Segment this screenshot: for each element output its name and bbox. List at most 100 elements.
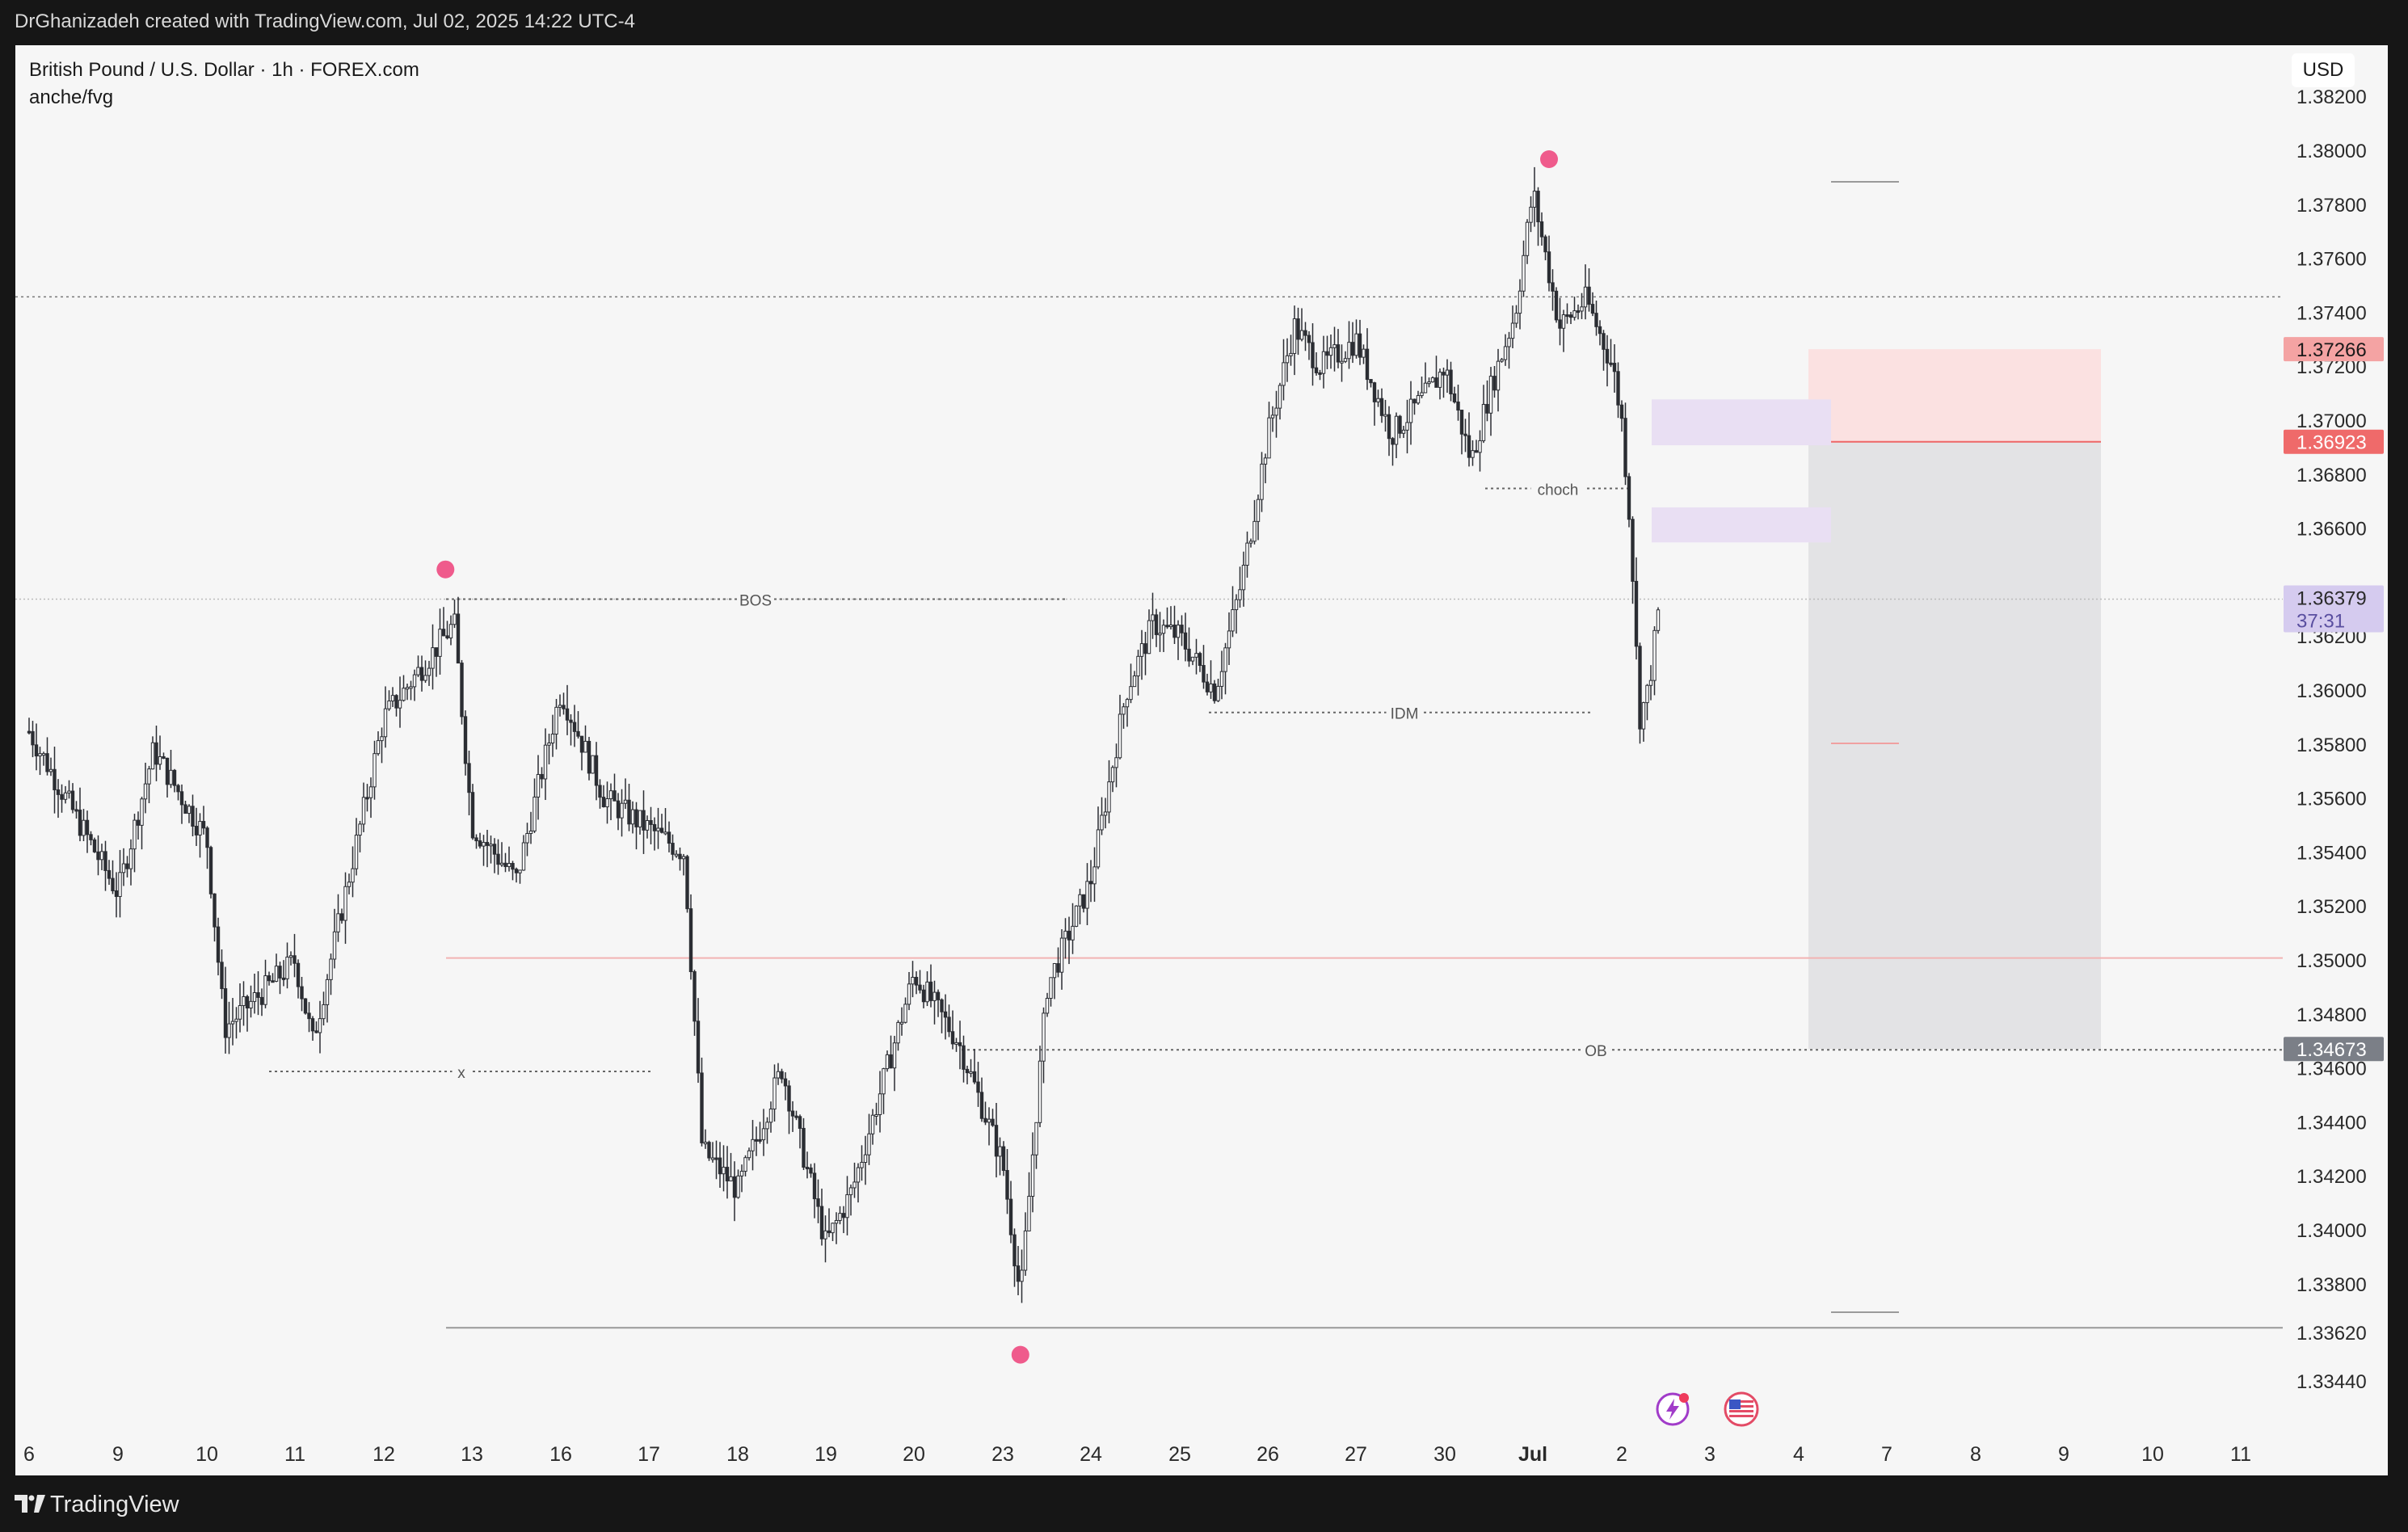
price-tick: 1.36000 — [2296, 680, 2367, 702]
candle — [1059, 929, 1064, 990]
pivot-high-marker — [436, 560, 455, 579]
candle — [1020, 1249, 1024, 1303]
candle — [154, 726, 158, 781]
candle — [278, 962, 282, 995]
candle — [1198, 651, 1202, 672]
candle — [70, 783, 75, 814]
candle — [663, 808, 667, 835]
candle — [1078, 888, 1082, 924]
indicator-name[interactable]: anche/fvg — [29, 86, 114, 108]
candle — [739, 1164, 744, 1193]
candle — [613, 773, 617, 802]
candle — [1652, 626, 1657, 696]
candle — [562, 692, 566, 715]
candle — [991, 1109, 995, 1127]
candle — [441, 607, 446, 637]
candle — [914, 971, 919, 995]
candle — [1488, 367, 1493, 436]
candle — [693, 970, 697, 1036]
time-tick: 10 — [2141, 1443, 2164, 1466]
currency-button[interactable]: USD — [2292, 53, 2355, 87]
candle — [1227, 612, 1231, 666]
annotation-bg — [452, 1061, 471, 1080]
candle — [183, 800, 187, 814]
candle — [165, 757, 170, 798]
candle — [652, 817, 657, 851]
candle — [1278, 382, 1282, 420]
candle — [1340, 344, 1344, 382]
candle — [1245, 531, 1249, 578]
candle — [216, 917, 221, 976]
candle — [361, 782, 366, 832]
candle — [823, 1215, 827, 1263]
candle — [322, 991, 326, 1026]
candle — [1318, 369, 1322, 381]
candle — [579, 735, 584, 771]
price-tick: 1.35000 — [2296, 950, 2367, 972]
candle — [314, 1021, 318, 1033]
candle — [1532, 166, 1537, 227]
time-axis[interactable]: 6 9 10 11 12 13 16 17 18 19 20 23 24 25 26 27 30 Jul 2 3 4 7 8… — [23, 1443, 2251, 1466]
candle — [1030, 1132, 1035, 1213]
candle — [1161, 619, 1166, 652]
candles-layer — [27, 166, 1661, 1303]
candle — [103, 840, 107, 891]
candle — [616, 793, 621, 831]
candle — [307, 1002, 311, 1033]
time-tick: 26 — [1257, 1443, 1279, 1466]
candle — [1129, 663, 1133, 704]
time-tick: 3 — [1704, 1443, 1715, 1466]
candle — [1212, 680, 1217, 704]
candle — [412, 669, 417, 701]
time-tick: 23 — [991, 1443, 1014, 1466]
candle — [223, 966, 228, 1054]
candle — [158, 735, 162, 770]
candle — [642, 790, 646, 854]
candle — [463, 710, 468, 776]
time-tick: 24 — [1080, 1443, 1102, 1466]
tradingview-brand[interactable]: TradingView — [50, 1492, 179, 1517]
candle — [1321, 335, 1326, 389]
pivot-low-marker — [1011, 1345, 1029, 1364]
lightning-icon[interactable] — [1655, 1391, 1690, 1427]
candle — [1296, 307, 1300, 356]
candle — [911, 961, 915, 998]
annotation-bg — [1530, 478, 1585, 497]
candle — [85, 810, 90, 853]
candle — [1139, 629, 1144, 680]
price-tick: 1.36800 — [2296, 465, 2367, 486]
candle — [1205, 673, 1210, 696]
candle — [53, 747, 57, 814]
candle — [485, 830, 490, 868]
candle — [554, 698, 558, 750]
candle — [1252, 499, 1257, 545]
candle — [1136, 650, 1140, 696]
time-tick: 11 — [284, 1443, 305, 1466]
candle — [332, 908, 337, 969]
candle — [1587, 268, 1591, 312]
price-axis[interactable]: 1.38200 1.38000 1.37800 1.37600 1.37400 1.372… — [2284, 86, 2384, 1393]
us-flag-icon[interactable] — [1721, 1391, 1762, 1427]
candle — [772, 1064, 777, 1122]
candle — [1554, 287, 1559, 323]
candle — [1641, 701, 1646, 742]
candle — [954, 1037, 958, 1052]
candle — [940, 998, 944, 1033]
candle — [620, 789, 624, 837]
candle — [496, 839, 500, 875]
symbol-title[interactable]: British Pound / U.S. Dollar · 1h · FOREX… — [29, 59, 419, 81]
candle — [1143, 632, 1147, 676]
candle — [1474, 440, 1479, 453]
candle — [288, 951, 293, 966]
candle — [1118, 694, 1122, 760]
candle — [678, 847, 682, 871]
candle — [1438, 368, 1442, 400]
candle — [1336, 329, 1341, 368]
candle — [1270, 406, 1275, 432]
candle — [790, 1101, 795, 1132]
candle — [656, 807, 660, 849]
candle — [34, 723, 39, 771]
price-tick: 1.33440 — [2296, 1371, 2367, 1393]
candle — [630, 801, 635, 834]
